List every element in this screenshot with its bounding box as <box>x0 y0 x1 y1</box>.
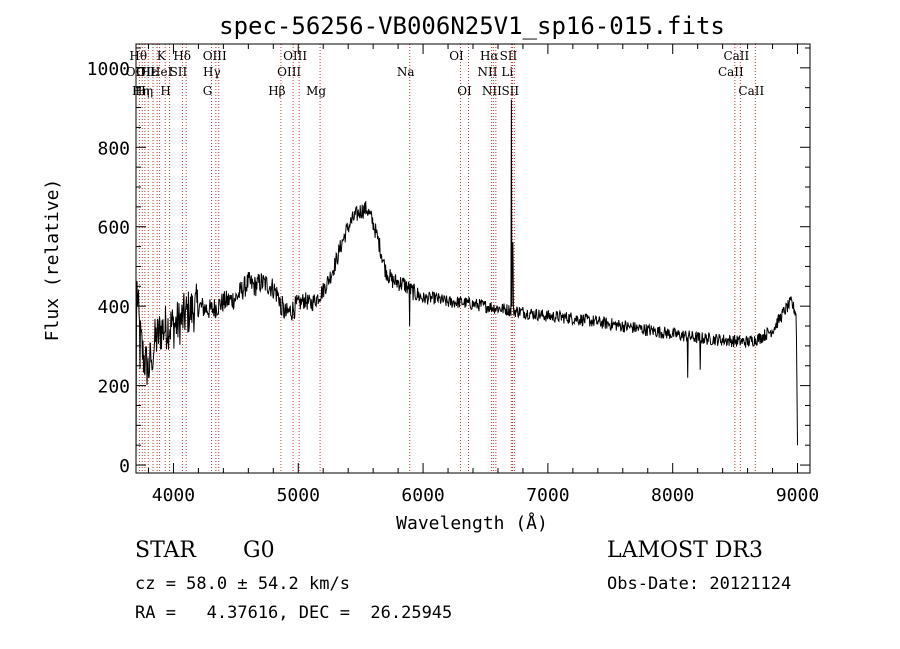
line-marker-label: NII <box>482 84 502 98</box>
line-marker-label: Hβ <box>268 84 285 98</box>
plot-frame <box>135 43 811 474</box>
line-marker-label: Hδ <box>173 49 191 63</box>
line-marker-label: K <box>157 49 167 63</box>
line-marker-label: CaII <box>723 49 749 63</box>
y-tick-label: 800 <box>97 138 130 159</box>
spectrum-line <box>135 99 798 466</box>
x-tick-label: 5000 <box>277 485 320 506</box>
line-marker-label: Na <box>397 65 415 79</box>
line-marker-label: Hη <box>135 84 153 98</box>
x-tick-label: 4000 <box>152 485 195 506</box>
line-marker-label: Hθ <box>129 49 147 63</box>
line-marker-label: CaII <box>738 84 764 98</box>
line-marker-label: Hγ <box>203 65 221 79</box>
x-tick-label: 8000 <box>651 485 694 506</box>
x-tick-label: 7000 <box>526 485 569 506</box>
line-marker-label: Li <box>501 65 513 79</box>
line-marker-label: Hα <box>480 49 499 63</box>
y-tick-label: 1000 <box>87 59 130 80</box>
line-marker-label: OIII <box>277 65 301 79</box>
line-marker-label: CaII <box>718 65 744 79</box>
line-marker-label: OII <box>126 65 146 79</box>
marker-label-oii-top: OII <box>136 65 156 79</box>
y-axis-label: Flux (relative) <box>42 179 63 342</box>
line-marker-label: SII <box>501 84 519 98</box>
line-markers: OIIHθHηHηHεKHSIIHδGHγOIIIHβOIIIOIIIMgNaO… <box>126 44 764 473</box>
x-axis-label: Wavelength (Å) <box>396 512 548 534</box>
marker-label-hei: HeI <box>150 65 173 79</box>
line-marker-label: SII <box>170 65 188 79</box>
y-tick-label: 200 <box>97 377 130 398</box>
subclass-label: G0 <box>243 538 275 563</box>
class-label: STAR <box>135 538 196 563</box>
survey-label: LAMOST DR3 <box>607 538 763 563</box>
obs-date-text: Obs-Date: 20121124 <box>607 574 792 594</box>
redshift-text: cz = 58.0 ± 54.2 km/s <box>135 574 350 594</box>
y-tick-label: 400 <box>97 297 130 318</box>
line-marker-label: Mg <box>306 84 326 98</box>
line-marker-label: OIII <box>203 49 227 63</box>
x-tick-label: 9000 <box>776 485 819 506</box>
line-marker-label: OI <box>457 84 472 98</box>
line-marker-label: NII <box>477 65 497 79</box>
line-marker-label: OI <box>449 49 464 63</box>
line-marker-label: H <box>160 84 170 98</box>
radec-text: RA = 4.37616, DEC = 26.25945 <box>135 603 453 623</box>
line-marker-label: G <box>203 84 213 98</box>
axis-ticks: 4000 5000 6000 7000 8000 9000 0 200 400 600 800 100… <box>87 44 819 506</box>
y-tick-label: 600 <box>97 218 130 239</box>
line-marker-label: OIII <box>283 49 307 63</box>
line-marker-label: Hε <box>141 65 158 79</box>
x-tick-label: 6000 <box>401 485 444 506</box>
line-marker-label: SII <box>500 49 518 63</box>
y-tick-label: 0 <box>119 456 130 477</box>
chart-title: spec-56256-VB006N25V1_sp16-015.fits <box>219 12 725 40</box>
